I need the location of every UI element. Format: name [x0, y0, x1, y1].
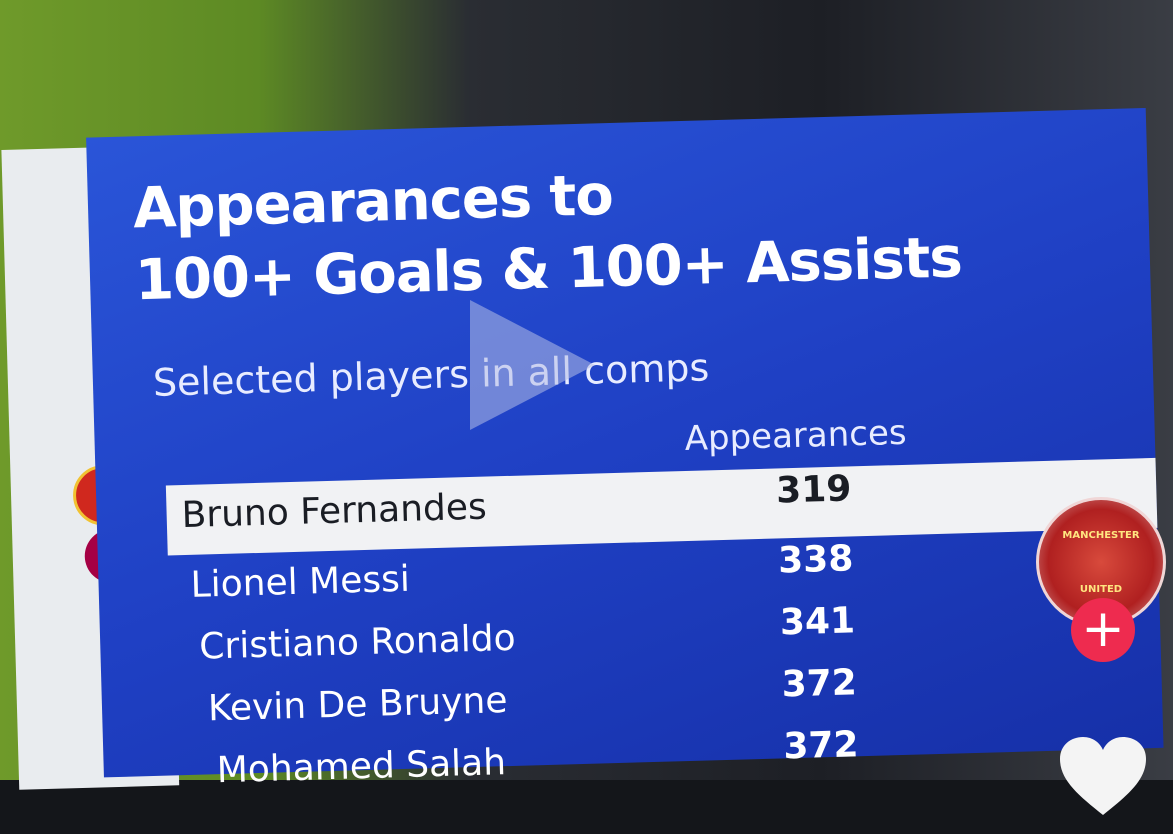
avatar-text: UNITED: [1079, 584, 1123, 595]
table: Bruno Fernandes 319 Lionel Messi 338 Cristia…: [86, 108, 1146, 791]
player-name: Bruno Fernandes: [181, 486, 488, 537]
player-name: Kevin De Bruyne: [207, 680, 508, 730]
appearances-value: 319: [775, 468, 852, 512]
subtitle: Selected players in all comps: [152, 345, 710, 405]
player-name: Mohamed Salah: [216, 742, 507, 792]
appearances-value: 338: [777, 538, 854, 582]
avatar-text: MANCHESTER: [1062, 530, 1140, 541]
heart-icon: [1060, 737, 1146, 815]
appearances-value: 372: [781, 662, 858, 706]
appearances-value: 372: [782, 724, 860, 768]
follow-button[interactable]: +: [1071, 598, 1135, 662]
tv-frame: [0, 780, 1173, 834]
column-header: Appearances: [684, 412, 908, 460]
title: Appearances to: [132, 162, 614, 242]
like-button[interactable]: [1058, 735, 1148, 817]
appearances-value: 341: [779, 600, 856, 644]
player-name: Cristiano Ronaldo: [198, 617, 517, 668]
play-button[interactable]: [470, 300, 595, 430]
player-name: Lionel Messi: [190, 558, 411, 606]
panel: Appearances to 100+ Goals & 100+ Assists…: [86, 108, 1164, 791]
